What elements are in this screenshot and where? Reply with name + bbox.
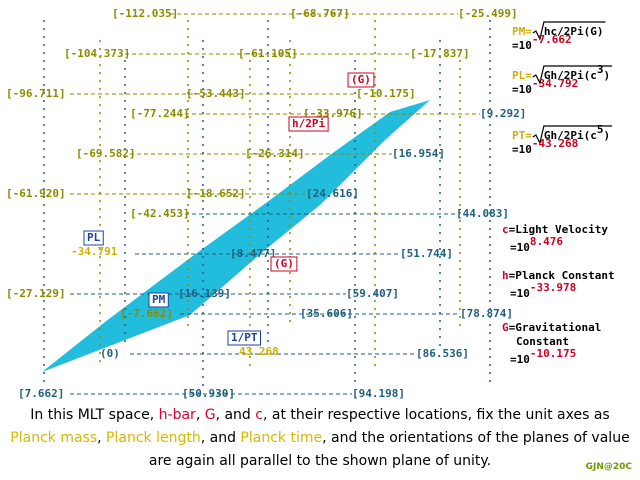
sqrt-sign: [532, 21, 606, 41]
diagram: [-112.035] [-68.767] [-25.499] [-104.373] [-…: [6, 7, 615, 400]
constant-exponent: -33.978: [530, 281, 576, 294]
grid-label: [-53.443]: [186, 87, 246, 100]
grid-label: [-26.314]: [245, 147, 305, 160]
constant-symbol: h: [502, 269, 509, 282]
label-box: [148, 292, 169, 308]
formula-close: ): [603, 69, 610, 82]
box-label: h/2Pi: [292, 117, 325, 130]
plane-of-unity: [42, 82, 490, 372]
constant-base: =10: [510, 353, 530, 366]
grid-label: (0): [100, 347, 120, 360]
box-label: -34.791: [71, 245, 118, 258]
formula-base: =10: [512, 83, 532, 96]
grid-label: [7.662]: [18, 387, 64, 400]
formula-power: 5: [597, 123, 604, 136]
formula-name: PT=: [512, 129, 532, 142]
grid-label: [-68.767]: [290, 7, 350, 20]
grid-label: [-17.837]: [410, 47, 470, 60]
constant-text: Constant: [516, 335, 569, 348]
constant-base: =10: [510, 287, 530, 300]
box-label: (G): [274, 257, 294, 270]
grid-label: [-61.105]: [238, 47, 298, 60]
formula-exponent: -34.792: [532, 77, 578, 90]
grid-label: [8.477]: [230, 247, 276, 260]
grid-label: [-96.711]: [6, 87, 66, 100]
caption-text: G: [204, 407, 216, 423]
grid-label: [78.874]: [460, 307, 513, 320]
grid-label: [-25.499]: [458, 7, 518, 20]
formula-exponent: -7.662: [532, 33, 572, 46]
grid-label: [35.606]: [300, 307, 353, 320]
caption-text: , and the orientations of the planes of …: [148, 430, 630, 469]
grid-label: [50.930]: [182, 387, 235, 400]
caption-text: Planck length: [106, 430, 201, 446]
grid-label: [86.536]: [416, 347, 469, 360]
caption-text: Planck time: [240, 430, 323, 446]
grid-label: [44.083]: [456, 207, 509, 220]
box-label: PL: [87, 231, 101, 244]
grid-label: [-18.652]: [186, 187, 246, 200]
formula-expr: hc/2Pi(G): [544, 25, 604, 38]
caption-text: c: [255, 407, 263, 423]
caption: In this MLT space, h-bar, G, and c, at t…: [6, 404, 634, 473]
label-box: [227, 330, 261, 346]
caption-text: h-bar: [158, 407, 196, 423]
label-box: [347, 72, 375, 88]
grid-label: [9.292]: [480, 107, 526, 120]
formula-expr: Gh/2Pi(c: [544, 129, 597, 142]
label-box: [288, 116, 329, 132]
sqrt-sign: [532, 65, 613, 85]
box-label: 43.268: [239, 345, 279, 358]
constant-text: =Gravitational: [509, 321, 602, 334]
constant-base: =10: [510, 241, 530, 254]
sqrt-sign: [532, 125, 613, 145]
grid-label: [59.407]: [346, 287, 399, 300]
caption-text: , and: [215, 407, 256, 423]
grid-label: [51.744]: [400, 247, 453, 260]
grid-label: [16.139]: [178, 287, 231, 300]
caption-text: , and: [200, 430, 241, 446]
grid-label: [16.954]: [392, 147, 445, 160]
grid-label: [-42.453]: [130, 207, 190, 220]
grid-label: [-69.582]: [76, 147, 136, 160]
caption-text: , at their respective locations, fix the…: [262, 407, 610, 423]
caption-text: In this MLT space,: [30, 407, 159, 423]
formula-base: =10: [512, 39, 532, 52]
formula-exponent: -43.268: [532, 137, 578, 150]
grid-label: [94.198]: [352, 387, 405, 400]
caption-text: Planck mass: [10, 430, 98, 446]
formula-close: ): [603, 129, 610, 142]
box-label: 1/PT: [231, 331, 258, 344]
formula-expr: Gh/2Pi(c: [544, 69, 597, 82]
grid-label: [-10.175]: [356, 87, 416, 100]
formula-base: =10: [512, 143, 532, 156]
constant-text: =Light Velocity: [509, 223, 609, 236]
box-label: PM: [152, 293, 166, 306]
formula-name: PL=: [512, 69, 532, 82]
grid-label: [-77.244]: [130, 107, 190, 120]
grid-label: [24.616]: [306, 187, 359, 200]
caption-text: ,: [97, 430, 107, 446]
grid-label: [-104.373]: [64, 47, 130, 60]
constant-symbol: c: [502, 223, 509, 236]
logo: GJN@20C: [585, 462, 632, 472]
formula-name: PM=: [512, 25, 532, 38]
constant-text: =Planck Constant: [509, 269, 615, 282]
grid-label: [-112.035]: [112, 7, 178, 20]
box-label: (G): [351, 73, 371, 86]
grid-label: [-7.662]: [120, 307, 173, 320]
constant-symbol: G: [502, 321, 509, 334]
constant-exponent: -10.175: [530, 347, 576, 360]
grid-label: [-61.920]: [6, 187, 66, 200]
label-box: [270, 256, 298, 272]
caption-text: ,: [195, 407, 205, 423]
label-box: [83, 230, 104, 246]
grid-label: [-27.129]: [6, 287, 66, 300]
formula-power: 3: [597, 63, 604, 76]
constant-exponent: 8.476: [530, 235, 563, 248]
